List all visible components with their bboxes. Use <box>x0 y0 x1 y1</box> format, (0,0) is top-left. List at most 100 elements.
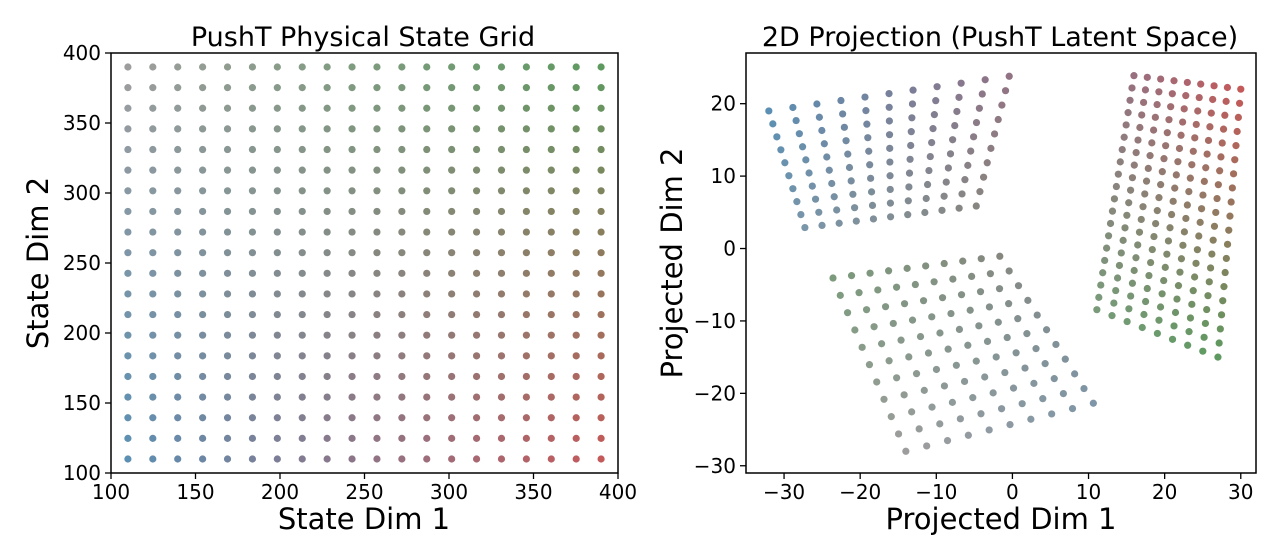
data-point <box>547 63 555 71</box>
data-point <box>1225 226 1233 234</box>
data-point <box>1039 395 1047 403</box>
data-point <box>1195 93 1203 102</box>
x-tick-label: −30 <box>763 480 805 504</box>
data-point <box>472 331 481 339</box>
data-point <box>1209 236 1217 244</box>
data-point <box>829 274 837 282</box>
data-point <box>448 290 456 298</box>
data-point <box>900 300 909 308</box>
data-point <box>1153 100 1161 109</box>
data-point <box>801 223 809 232</box>
data-point <box>1192 259 1200 267</box>
data-point <box>522 145 530 154</box>
data-point <box>373 372 381 381</box>
data-point <box>952 361 960 369</box>
data-point <box>448 84 456 92</box>
data-point <box>1080 384 1088 393</box>
data-point <box>472 166 481 174</box>
data-point <box>1134 136 1142 144</box>
data-point <box>124 104 132 112</box>
data-point <box>398 455 406 463</box>
data-point <box>323 331 331 339</box>
data-point <box>926 152 934 161</box>
data-point <box>959 257 967 265</box>
data-point <box>298 414 306 422</box>
data-point <box>1130 266 1138 275</box>
data-point <box>248 84 257 92</box>
data-point <box>199 310 207 319</box>
data-point <box>547 249 555 257</box>
data-point <box>497 63 506 71</box>
data-point <box>497 434 506 442</box>
data-point <box>1132 254 1140 262</box>
data-point <box>248 207 257 216</box>
data-point <box>1231 156 1239 164</box>
data-point <box>547 84 555 92</box>
data-point <box>870 323 878 331</box>
data-point <box>798 143 807 151</box>
data-point <box>1170 77 1178 85</box>
data-point <box>298 372 306 381</box>
data-point <box>1232 142 1240 150</box>
data-point <box>964 431 972 439</box>
data-point <box>1166 224 1174 232</box>
data-point <box>572 187 580 195</box>
data-point <box>994 115 1002 124</box>
data-point <box>199 63 207 71</box>
data-point <box>1168 335 1177 343</box>
data-point <box>497 207 506 216</box>
data-point <box>1222 97 1230 105</box>
data-point <box>1115 261 1124 270</box>
data-point <box>1204 136 1213 145</box>
data-point <box>1223 240 1232 248</box>
data-point <box>472 269 481 277</box>
data-point <box>1001 368 1009 377</box>
data-point <box>1101 256 1109 265</box>
data-point <box>522 125 530 133</box>
data-point <box>572 166 580 174</box>
data-point <box>1095 293 1103 301</box>
data-point <box>944 345 952 353</box>
data-point <box>398 145 406 154</box>
data-point <box>960 377 969 386</box>
data-point <box>924 349 933 357</box>
data-point <box>423 84 431 92</box>
data-point <box>547 310 555 319</box>
data-point <box>932 365 941 374</box>
data-point <box>423 352 431 360</box>
data-point <box>323 187 331 195</box>
data-point <box>448 414 456 422</box>
data-point <box>472 207 481 216</box>
data-point <box>522 372 530 381</box>
data-point <box>597 104 605 112</box>
data-point <box>793 198 801 206</box>
data-point <box>849 190 857 198</box>
data-point <box>248 166 257 174</box>
data-point <box>865 361 874 369</box>
data-point <box>174 145 182 154</box>
data-point <box>149 63 157 71</box>
data-point <box>967 147 975 155</box>
data-point <box>990 130 999 138</box>
data-point <box>522 84 530 92</box>
data-point <box>777 146 785 154</box>
data-point <box>199 145 207 154</box>
data-point <box>949 136 957 144</box>
data-point <box>423 310 431 319</box>
data-point <box>1186 174 1194 182</box>
data-point <box>448 434 456 442</box>
data-point <box>248 63 257 71</box>
data-point <box>1052 340 1060 349</box>
data-point <box>1188 161 1196 169</box>
data-point <box>373 331 381 339</box>
data-point <box>1117 249 1125 257</box>
data-point <box>298 331 306 339</box>
data-point <box>957 291 966 299</box>
data-point <box>448 393 456 401</box>
data-point <box>802 156 810 164</box>
data-point <box>943 437 952 445</box>
data-point <box>1219 125 1228 133</box>
data-point <box>248 187 257 195</box>
data-point <box>1223 83 1232 92</box>
data-point <box>497 228 506 236</box>
